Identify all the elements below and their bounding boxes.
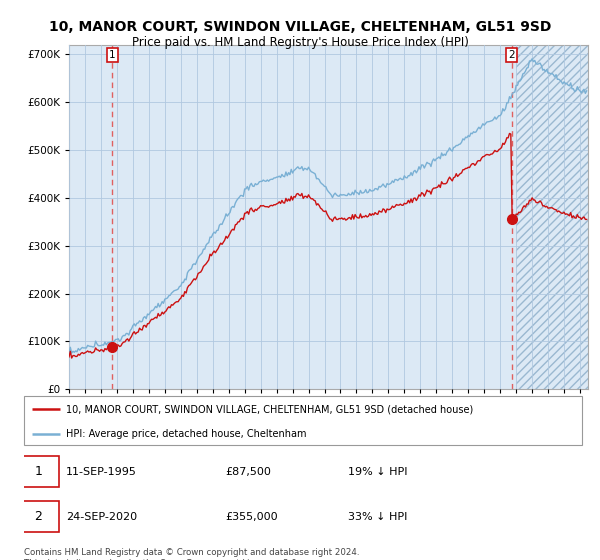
Text: 1: 1 — [35, 465, 43, 478]
Text: Price paid vs. HM Land Registry's House Price Index (HPI): Price paid vs. HM Land Registry's House … — [131, 36, 469, 49]
FancyBboxPatch shape — [19, 501, 59, 532]
Text: £355,000: £355,000 — [225, 512, 278, 521]
Text: 2: 2 — [35, 510, 43, 523]
Text: 1: 1 — [109, 50, 116, 60]
Text: 33% ↓ HPI: 33% ↓ HPI — [347, 512, 407, 521]
Text: HPI: Average price, detached house, Cheltenham: HPI: Average price, detached house, Chel… — [66, 430, 307, 440]
Text: 24-SEP-2020: 24-SEP-2020 — [66, 512, 137, 521]
Text: 10, MANOR COURT, SWINDON VILLAGE, CHELTENHAM, GL51 9SD: 10, MANOR COURT, SWINDON VILLAGE, CHELTE… — [49, 20, 551, 34]
Text: Contains HM Land Registry data © Crown copyright and database right 2024.
This d: Contains HM Land Registry data © Crown c… — [24, 548, 359, 560]
Text: £87,500: £87,500 — [225, 466, 271, 477]
FancyBboxPatch shape — [24, 396, 582, 445]
Text: 10, MANOR COURT, SWINDON VILLAGE, CHELTENHAM, GL51 9SD (detached house): 10, MANOR COURT, SWINDON VILLAGE, CHELTE… — [66, 404, 473, 414]
FancyBboxPatch shape — [19, 456, 59, 487]
Text: 2: 2 — [509, 50, 515, 60]
Text: 11-SEP-1995: 11-SEP-1995 — [66, 466, 137, 477]
Bar — [516, 45, 588, 389]
Text: 19% ↓ HPI: 19% ↓ HPI — [347, 466, 407, 477]
